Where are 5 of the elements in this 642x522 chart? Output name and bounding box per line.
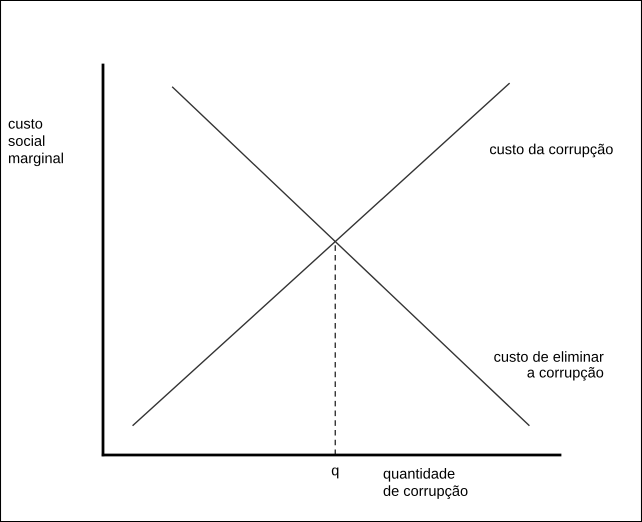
text: custo da corrupção: [490, 144, 613, 158]
x-axis-title: quantidade de corrupção: [384, 468, 468, 499]
series-label: custo de eliminar a corrupção: [494, 351, 604, 381]
y-axis-title: custo social marginal: [8, 119, 63, 166]
text: q: [332, 467, 338, 478]
